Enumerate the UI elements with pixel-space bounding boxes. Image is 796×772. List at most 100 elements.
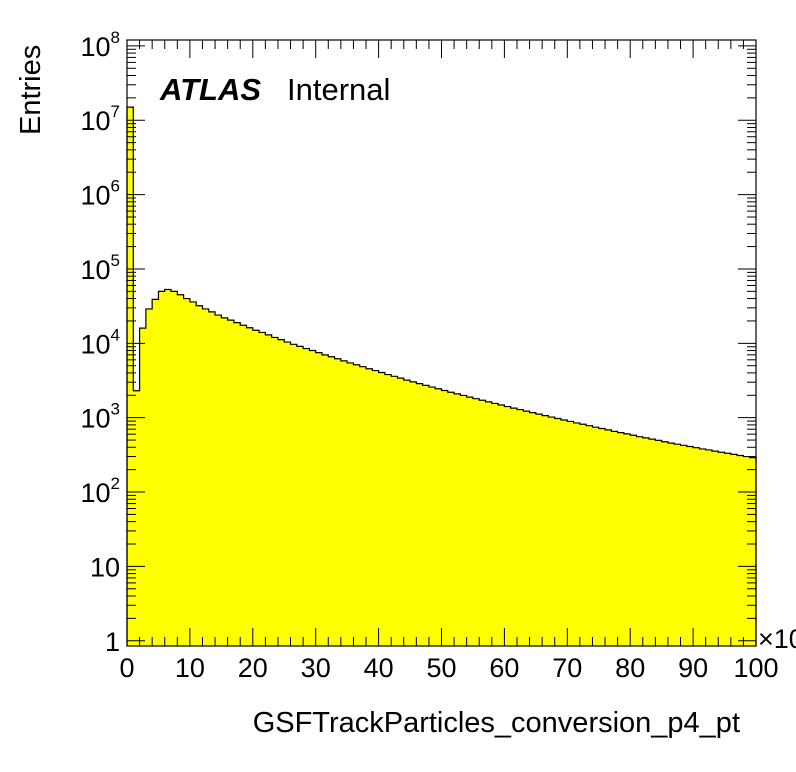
histogram-bar: [693, 447, 700, 646]
histogram-bar: [145, 308, 153, 646]
histogram-bar: [410, 381, 417, 646]
x-tick-label: 50: [426, 653, 456, 683]
histogram-bar: [391, 376, 398, 646]
histogram-bar: [196, 305, 203, 646]
histogram-bar: [680, 445, 688, 646]
y-tick-label: 105: [80, 251, 120, 285]
x-tick-label: 10: [175, 653, 205, 683]
histogram-bar: [246, 327, 254, 646]
histogram-bar: [366, 368, 373, 646]
histogram-bar: [422, 385, 430, 646]
y-axis-title: Entries: [15, 45, 47, 135]
histogram-bar: [397, 378, 405, 646]
histogram-bar: [623, 433, 631, 646]
histogram-bar: [208, 311, 216, 646]
histogram-bar: [498, 405, 505, 646]
histogram-bar: [686, 446, 694, 646]
histogram-bar: [290, 344, 298, 646]
histogram-bar: [724, 453, 732, 646]
histogram-bar: [284, 342, 291, 646]
x-multiplier-label: ×10: [758, 624, 796, 654]
histogram-bar: [636, 436, 644, 646]
histogram-bar: [586, 425, 593, 646]
x-tick-label: 0: [119, 653, 134, 683]
histogram-bar: [523, 411, 530, 646]
histogram-bar: [133, 390, 140, 646]
histogram-bar: [334, 358, 342, 646]
histogram-bar: [328, 356, 335, 646]
x-tick-label: 20: [238, 653, 268, 683]
histogram-bar: [711, 451, 719, 646]
histogram-bar: [303, 348, 310, 646]
histogram-bar: [384, 374, 392, 646]
histogram-bar: [548, 417, 556, 646]
histogram-bar: [296, 346, 304, 646]
histogram-bar: [737, 455, 744, 646]
y-tick-label: 103: [80, 400, 120, 434]
histogram-bar: [265, 334, 273, 646]
histogram-bar: [164, 289, 172, 646]
histogram-bar: [592, 427, 600, 646]
histogram-bar: [718, 452, 725, 646]
histogram-bar: [743, 456, 751, 646]
internal-label: Internal: [287, 72, 390, 107]
histogram-bar: [554, 418, 562, 646]
histogram-bar: [447, 392, 455, 646]
y-tick-label: 102: [80, 474, 120, 508]
y-tick-label: 106: [80, 177, 120, 211]
histogram-bar: [177, 294, 185, 646]
x-tick-label: 60: [489, 653, 519, 683]
histogram-bar: [535, 414, 543, 646]
histogram-bar: [353, 364, 361, 646]
histogram-bar: [227, 320, 235, 646]
x-axis-title: GSFTrackParticles_conversion_p4_pt: [253, 707, 740, 739]
atlas-label: ATLAS: [159, 72, 261, 107]
histogram-bar: [215, 315, 222, 646]
y-tick-label: 107: [80, 102, 120, 136]
histogram-bar: [730, 454, 738, 646]
histogram-bar: [277, 339, 285, 646]
histogram-bar: [561, 420, 568, 646]
y-tick-label: 104: [80, 325, 120, 359]
histogram-bar: [309, 350, 317, 646]
histogram-bar: [189, 301, 197, 646]
histogram-bar: [567, 421, 574, 646]
histogram-bar: [372, 370, 379, 646]
histogram-bar: [460, 395, 468, 646]
histogram-bar: [340, 360, 348, 646]
x-tick-labels: 0 10 20 30 40 50 60 70 80 90 100: [119, 653, 778, 683]
histogram-bar: [598, 428, 606, 646]
histogram-bar: [315, 352, 323, 646]
histogram-bar: [573, 422, 581, 646]
histogram-bar: [259, 332, 266, 646]
histogram-bar: [202, 308, 210, 646]
histogram-bar: [661, 441, 669, 646]
x-tick-label: 90: [678, 653, 708, 683]
histogram-bar: [416, 383, 424, 646]
histogram-bar: [749, 457, 757, 646]
histogram-bar: [667, 443, 675, 646]
histogram-bar: [617, 432, 625, 646]
histogram-bar: [510, 408, 518, 646]
histogram-bar: [642, 437, 650, 646]
axis-ticks: [126, 40, 757, 646]
histogram-bar: [542, 415, 549, 646]
histogram-bars: [127, 107, 757, 646]
histogram-bar: [699, 448, 707, 646]
histogram-bar: [516, 409, 524, 646]
histogram-bar: [504, 406, 512, 646]
histogram-bar: [435, 388, 442, 646]
histogram-bar: [454, 393, 461, 646]
histogram-bar: [347, 362, 354, 646]
histogram-bar: [139, 328, 147, 646]
histogram-outline: [126, 106, 757, 646]
histogram-bar: [221, 317, 229, 646]
histogram-bar: [252, 330, 260, 646]
histogram-bar: [472, 398, 480, 646]
x-tick-label: 30: [301, 653, 331, 683]
histogram-bar: [240, 325, 247, 646]
histogram-bar: [428, 387, 436, 646]
histogram-bar: [674, 444, 681, 646]
x-tick-label: 40: [364, 653, 394, 683]
histogram-bar: [359, 366, 367, 646]
